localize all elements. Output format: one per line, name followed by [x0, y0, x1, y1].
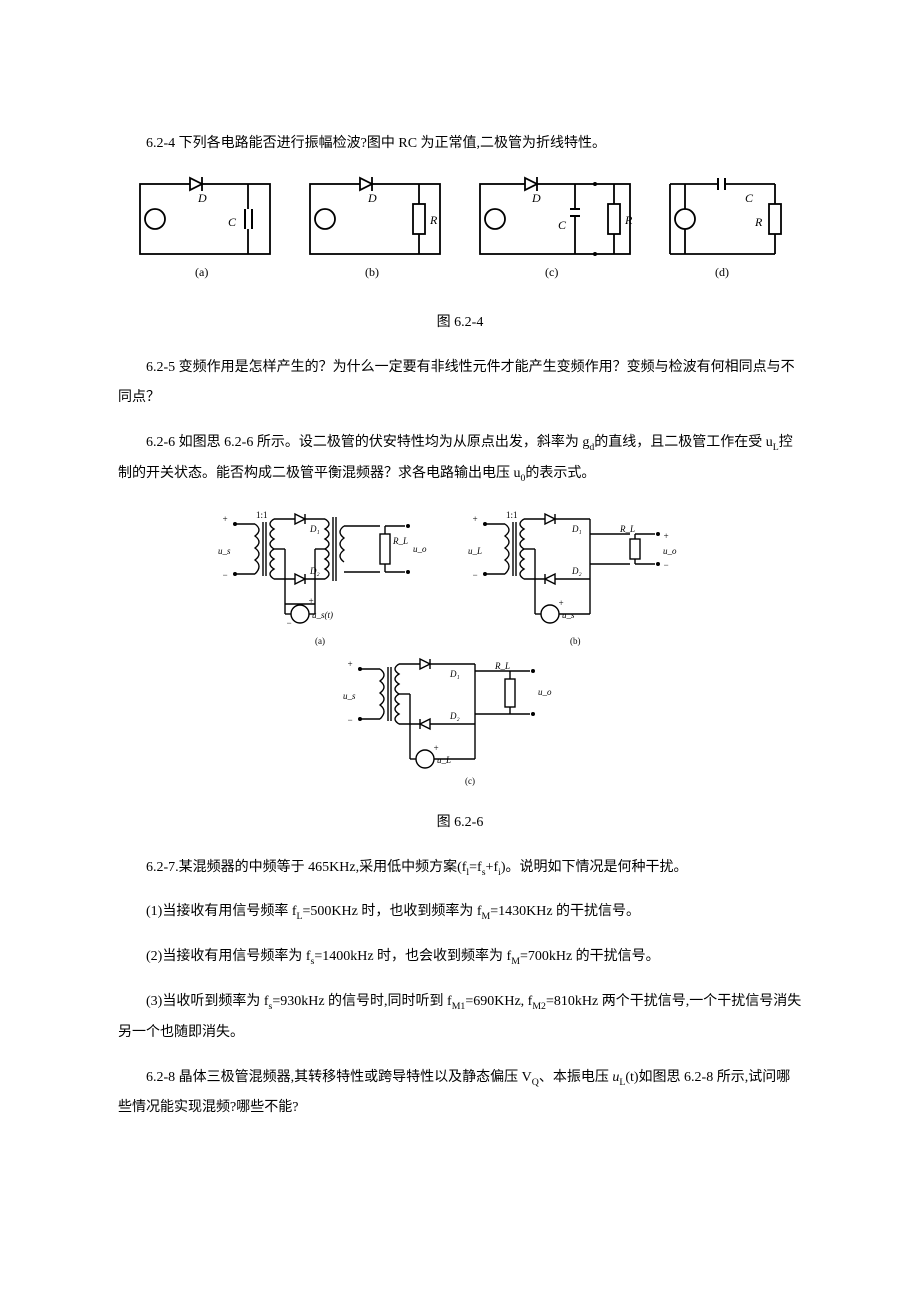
svg-text:+: + — [308, 596, 314, 606]
svg-text:C: C — [228, 215, 237, 229]
q626-text: 6.2-6 如图思 6.2-6 所示。设二极管的伏安特性均为从原点出发，斜率为 … — [118, 428, 802, 490]
svg-text:−: − — [286, 618, 292, 628]
svg-text:R: R — [754, 215, 763, 229]
svg-text:(b): (b) — [570, 636, 581, 646]
figure-624-caption: 图 6.2-4 — [118, 308, 802, 339]
figure-624: D C (a) D — [118, 174, 802, 294]
svg-text:−: − — [472, 570, 478, 580]
svg-text:+: + — [433, 743, 439, 753]
svg-text:C: C — [745, 191, 754, 205]
figure-626: + u_s − 1:1 D₁ — [118, 504, 802, 794]
svg-text:+: + — [472, 514, 478, 524]
svg-text:u_s: u_s — [562, 610, 575, 620]
q627-p2: (2)当接收有用信号频率为 fs=1400kHz 时，也会收到频率为 fM=70… — [118, 942, 802, 973]
svg-text:u_s(t): u_s(t) — [312, 610, 333, 620]
svg-text:D₁: D₁ — [309, 524, 320, 534]
svg-text:D: D — [197, 191, 207, 205]
svg-text:1:1: 1:1 — [506, 510, 518, 520]
q627-p3: (3)当收听到频率为 fs=930kHz 的信号时,同时听到 fM1=690KH… — [118, 987, 802, 1049]
svg-text:u_L: u_L — [437, 755, 451, 765]
q626-d: 的表示式。 — [525, 466, 595, 481]
svg-text:u_s: u_s — [218, 546, 231, 556]
svg-text:R_L: R_L — [619, 524, 635, 534]
figure-626-caption: 图 6.2-6 — [118, 808, 802, 839]
svg-text:+: + — [663, 531, 669, 541]
q627-p1: (1)当接收有用信号频率 fL=500KHz 时，也收到频率为 fM=1430K… — [118, 897, 802, 928]
svg-text:+: + — [558, 598, 564, 608]
svg-text:R: R — [624, 213, 633, 227]
q625-text: 6.2-5 变频作用是怎样产生的？为什么一定要有非线性元件才能产生变频作用？变频… — [118, 353, 802, 415]
q624-text: 6.2-4 下列各电路能否进行振幅检波?图中 RC 为正常值,二极管为折线特性。 — [118, 129, 802, 160]
svg-text:u_L: u_L — [468, 546, 482, 556]
svg-text:−: − — [347, 715, 353, 725]
svg-text:D: D — [367, 191, 377, 205]
svg-text:(d): (d) — [715, 265, 729, 279]
svg-text:D₁: D₁ — [571, 524, 582, 534]
q628-text: 6.2-8 晶体三极管混频器,其转移特性或跨导特性以及静态偏压 VQ、本振电压 … — [118, 1063, 802, 1125]
t: 6.2-7.某混频器的中频等于 465KHz,采用低中频方案(f — [146, 860, 466, 875]
q627-head: 6.2-7.某混频器的中频等于 465KHz,采用低中频方案(fl=fs+fi)… — [118, 853, 802, 884]
svg-text:D₂: D₂ — [449, 711, 460, 721]
q626-b: 的直线，且二极管工作在受 u — [594, 435, 773, 450]
q626-a: 6.2-6 如图思 6.2-6 所示。设二极管的伏安特性均为从原点出发，斜率为 … — [146, 435, 589, 450]
svg-text:R_L: R_L — [494, 661, 510, 671]
svg-text:u_o: u_o — [538, 687, 552, 697]
page-content: 6.2-4 下列各电路能否进行振幅检波?图中 RC 为正常值,二极管为折线特性。… — [0, 0, 920, 1188]
svg-text:D₂: D₂ — [571, 566, 582, 576]
svg-text:(a): (a) — [195, 265, 208, 279]
svg-text:(b): (b) — [365, 265, 379, 279]
svg-text:R: R — [429, 213, 438, 227]
svg-text:(c): (c) — [465, 776, 475, 786]
svg-text:R_L: R_L — [392, 536, 408, 546]
svg-text:1:1: 1:1 — [256, 510, 268, 520]
svg-text:D₁: D₁ — [449, 669, 460, 679]
svg-text:u_o: u_o — [663, 546, 677, 556]
svg-text:(a): (a) — [315, 636, 325, 646]
svg-text:−: − — [222, 570, 228, 580]
svg-text:+: + — [222, 514, 228, 524]
svg-text:−: − — [663, 560, 669, 570]
svg-text:C: C — [558, 218, 567, 232]
svg-text:(c): (c) — [545, 265, 558, 279]
svg-text:u_s: u_s — [343, 691, 356, 701]
svg-text:+: + — [347, 659, 353, 669]
svg-text:u_o: u_o — [413, 544, 427, 554]
svg-text:D: D — [531, 191, 541, 205]
